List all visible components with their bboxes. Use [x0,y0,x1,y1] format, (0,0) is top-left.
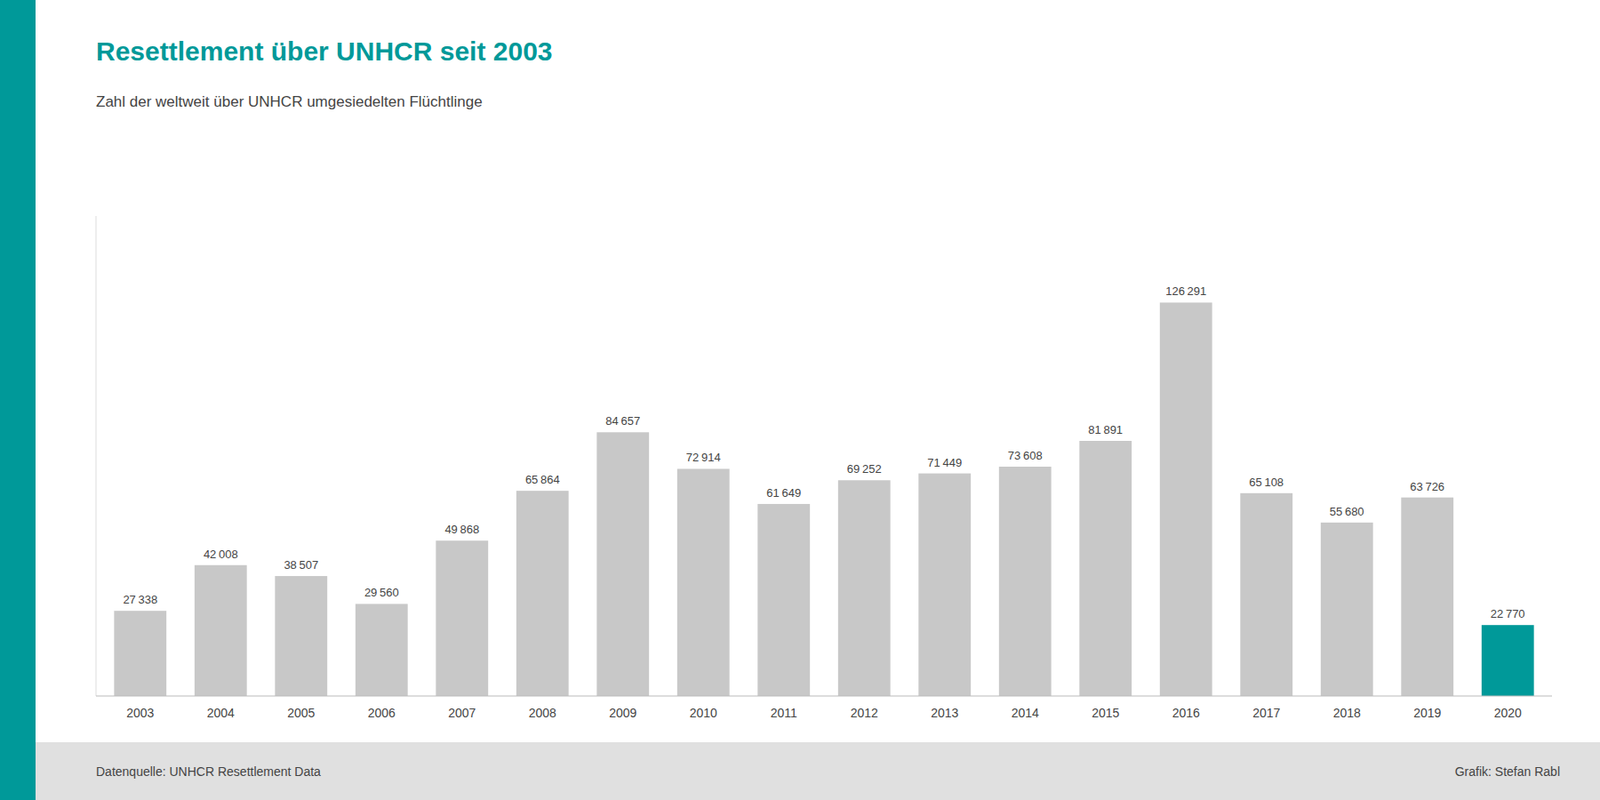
x-tick-label: 2016 [1172,705,1200,720]
data-label: 63 726 [1409,480,1445,494]
data-label: 55 680 [1329,504,1365,519]
x-tick-label: 2010 [689,705,718,720]
data-label: 71 449 [927,456,962,470]
data-label: 61 649 [766,486,801,500]
bar [1079,440,1132,696]
x-tick-label: 2007 [448,705,476,720]
bar [677,468,730,696]
bar [516,490,569,696]
credit-note: Grafik: Stefan Rabl [1455,764,1560,779]
bar [274,576,328,696]
bar [355,603,408,696]
bar [194,565,248,696]
data-label: 69 252 [847,462,882,476]
data-label: 72 914 [686,450,721,464]
bar [596,432,649,696]
data-label: 29 560 [364,585,400,600]
x-tick-label: 2005 [287,705,315,720]
x-tick-label: 2014 [1011,705,1040,720]
bar [757,504,810,696]
data-label: 49 868 [444,522,480,536]
x-tick-label: 2012 [850,705,879,720]
bar [435,540,488,696]
source-note: Datenquelle: UNHCR Resettlement Data [96,764,321,779]
bar [999,466,1052,696]
accent-bar [0,0,36,800]
bar [1240,493,1293,696]
data-label: 27 338 [122,592,158,607]
x-tick-label: 2019 [1413,705,1441,720]
x-tick-label: 2018 [1333,705,1361,720]
bar [1320,522,1374,696]
x-tick-label: 2017 [1252,705,1280,720]
chart: Resettlement über UNHCR seit 2003 Zahl de… [0,0,1600,800]
data-label: 126 291 [1165,284,1207,298]
bar [1400,497,1454,696]
x-tick-label: 2006 [368,705,396,720]
bar [113,610,167,696]
data-label: 65 864 [525,472,560,487]
data-label: 22 770 [1490,607,1526,621]
footer [0,742,1600,800]
x-tick-label: 2008 [528,705,557,720]
x-tick-label: 2015 [1091,705,1120,720]
x-tick-label: 2004 [207,705,235,720]
x-tick-label: 2013 [930,705,959,720]
data-label: 81 891 [1088,423,1123,437]
bar [1160,302,1213,696]
data-label: 38 507 [283,558,319,572]
bar [918,473,971,696]
y-range-line [96,216,97,696]
title: Resettlement über UNHCR seit 2003 [96,36,553,66]
x-axis-line [96,696,1552,697]
data-label: 42 008 [203,547,239,561]
bar [838,480,891,696]
subtitle: Zahl der weltweit über UNHCR umgesiedelt… [96,93,483,111]
bar [1481,624,1535,696]
data-label: 65 108 [1248,475,1284,489]
background [0,0,1600,800]
data-label: 73 608 [1008,448,1043,463]
bars [113,302,1534,696]
x-tick-label: 2003 [126,705,154,720]
data-label: 84 657 [605,414,640,428]
x-tick-label: 2020 [1494,705,1522,720]
x-tick-label: 2009 [608,705,637,720]
x-tick-label: 2011 [770,705,798,720]
